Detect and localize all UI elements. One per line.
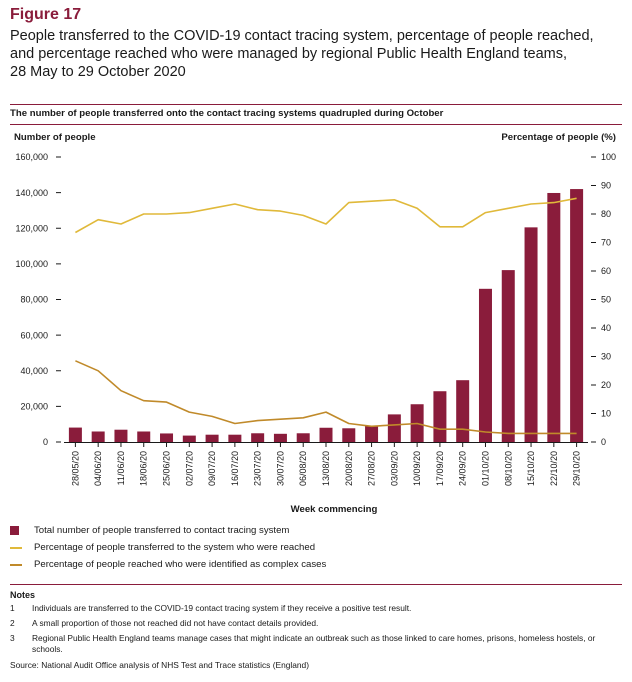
y-left-tick-label: 80,000 [20, 295, 48, 305]
y-right-tick-label: 50 [601, 295, 611, 305]
y-axis-right-title: Percentage of people (%) [501, 132, 616, 143]
bar [228, 434, 242, 442]
y-right-tick-label: 60 [601, 266, 611, 276]
y-axis-left-title: Number of people [14, 132, 96, 143]
chart-subtitle: The number of people transferred onto th… [10, 108, 444, 119]
note-number: 2 [10, 618, 15, 628]
bar [296, 433, 310, 442]
bar [547, 192, 561, 442]
y-right-tick-label: 10 [601, 409, 611, 419]
note-text: Regional Public Health England teams man… [32, 633, 596, 654]
note-item: 1 Individuals are transferred to the COV… [10, 603, 622, 614]
bar [273, 433, 287, 442]
bar [387, 414, 401, 442]
legend-swatch-bar [10, 526, 19, 535]
bar [137, 431, 151, 442]
x-tick-label: 11/06/20 [116, 451, 126, 485]
bar [160, 433, 174, 442]
y-right-tick-label: 0 [601, 437, 606, 447]
bar [342, 428, 356, 442]
x-axis-title: Week commencing [291, 504, 378, 515]
note-item: 3 Regional Public Health England teams m… [10, 633, 622, 655]
bar [91, 431, 105, 442]
figure-title-line: People transferred to the COVID-19 conta… [10, 28, 594, 44]
bar [319, 427, 333, 442]
top-rule [10, 104, 622, 105]
y-left-tick-label: 140,000 [15, 188, 48, 198]
notes-heading: Notes [10, 590, 36, 600]
bar [251, 433, 265, 442]
x-tick-label: 17/09/20 [435, 451, 445, 486]
chart: Number of people Percentage of people (%)… [14, 132, 616, 515]
x-tick-label: 01/10/20 [480, 451, 490, 486]
figure-label: Figure 17 [10, 6, 82, 23]
x-tick-label: 09/07/20 [207, 451, 217, 486]
x-tick-label: 28/05/20 [70, 451, 80, 486]
x-tick-label: 03/09/20 [389, 451, 399, 486]
figure-title-line: 28 May to 29 October 2020 [10, 64, 186, 80]
bar [524, 227, 538, 442]
legend-label: Percentage of people reached who were id… [34, 559, 327, 570]
x-tick-label: 08/10/20 [503, 451, 513, 486]
y-right-tick-label: 100 [601, 152, 616, 162]
x-tick-label: 30/07/20 [275, 451, 285, 486]
notes-rule [10, 584, 622, 585]
y-left-tick-label: 0 [43, 437, 48, 447]
x-tick-label: 23/07/20 [253, 451, 263, 486]
y-right-tick-label: 20 [601, 380, 611, 390]
y-left-tick-label: 20,000 [20, 402, 48, 412]
reached-percentage-line [75, 197, 577, 234]
x-tick-label: 29/10/20 [572, 451, 582, 486]
y-left-tick-label: 40,000 [20, 366, 48, 376]
source-note: Source: National Audit Office analysis o… [10, 660, 310, 670]
note-number: 3 [10, 633, 15, 643]
y-right-tick-label: 90 [601, 181, 611, 191]
y-right-tick-label: 30 [601, 352, 611, 362]
y-right-tick-label: 40 [601, 323, 611, 333]
x-tick-label: 25/06/20 [162, 451, 172, 486]
bar [365, 425, 379, 442]
subtitle-rule [10, 124, 622, 125]
legend-swatch-reached-line [10, 547, 22, 549]
legend-label: Percentage of people transferred to the … [34, 542, 316, 553]
notes: Notes 1 Individuals are transferred to t… [10, 590, 622, 659]
x-tick-label: 27/08/20 [367, 451, 377, 486]
y-right-tick-label: 80 [601, 209, 611, 219]
y-left-tick-label: 60,000 [20, 330, 48, 340]
x-tick-label: 04/06/20 [93, 451, 103, 486]
note-number: 1 [10, 603, 15, 613]
x-tick-label: 10/09/20 [412, 451, 422, 486]
y-left-tick-label: 100,000 [15, 259, 48, 269]
bar [182, 435, 196, 442]
x-tick-label: 06/08/20 [298, 451, 308, 486]
x-tick-label: 13/08/20 [321, 451, 331, 486]
x-tick-label: 16/07/20 [230, 451, 240, 486]
bar [433, 391, 447, 442]
x-tick-label: 22/10/20 [549, 451, 559, 486]
x-tick-label: 02/07/20 [184, 451, 194, 486]
bar [68, 427, 82, 442]
x-tick-label: 24/09/20 [458, 451, 468, 486]
x-tick-label: 20/08/20 [344, 451, 354, 486]
x-tick-label: 18/06/20 [139, 451, 149, 486]
y-left-tick-label: 160,000 [15, 152, 48, 162]
y-right-tick-label: 70 [601, 238, 611, 248]
bar [456, 380, 470, 442]
bar [114, 429, 128, 442]
bar [478, 288, 492, 442]
legend-label: Total number of people transferred to co… [34, 525, 290, 536]
note-text: A small proportion of those not reached … [32, 618, 319, 628]
figure-title: People transferred to the COVID-19 conta… [10, 27, 620, 81]
figure-title-line: and percentage reached who were managed … [10, 46, 567, 62]
bar [501, 270, 515, 442]
bar [205, 434, 219, 442]
note-item: 2 A small proportion of those not reache… [10, 618, 622, 629]
note-text: Individuals are transferred to the COVID… [32, 603, 412, 613]
y-left-tick-label: 120,000 [15, 223, 48, 233]
complex-cases-line [75, 360, 577, 435]
x-tick-label: 15/10/20 [526, 451, 536, 486]
legend-swatch-complex-line [10, 564, 22, 566]
bar [570, 189, 584, 442]
